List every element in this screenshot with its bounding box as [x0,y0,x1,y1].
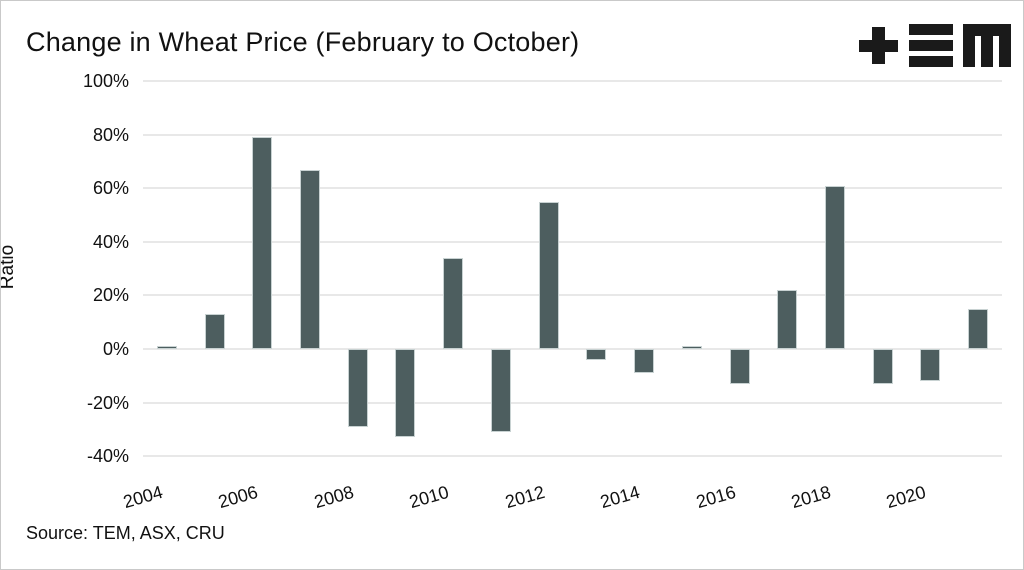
gridline-80 [143,133,1002,136]
y-tick-label-0: 0% [102,339,129,359]
logo-bar-middle [909,40,953,51]
x-tick-label-2016: 2016 [693,481,738,513]
logo-bar-top [909,24,953,35]
y-tick-label--40: -40% [86,446,129,467]
x-tick-label-2008: 2008 [311,481,356,513]
x-tick-label-2018: 2018 [788,481,833,513]
bar-2020 [920,349,941,382]
bar-2015 [681,346,702,349]
bar-2013 [586,349,607,360]
x-tick-label-2012: 2012 [502,481,547,513]
bar-2021 [968,308,989,349]
bar-2007 [300,169,321,349]
source-note: Source: TEM, ASX, CRU [26,523,225,543]
logo-plus-horizontal [859,40,898,52]
gridline-20 [143,294,1002,297]
logo-bar-bottom [909,56,953,67]
y-tick-label-60: 60% [92,178,129,199]
x-tick-label-2006: 2006 [216,481,261,513]
x-tick-label-2010: 2010 [407,481,452,513]
chart-title: Change in Wheat Price (February to Octob… [26,27,580,57]
gridline-40 [143,240,1002,243]
bar-2017 [777,290,798,349]
tem-logo-icon [859,24,1011,67]
bar-2009 [395,349,416,438]
gridline-0 [143,348,1002,350]
bar-2008 [347,349,368,427]
bar-2018 [824,185,845,349]
gridline--20 [143,401,1002,404]
y-axis-title: Ratio [0,244,18,290]
bar-2006 [252,137,273,349]
x-tick-label-2020: 2020 [884,481,929,513]
bar-2011 [490,349,511,433]
bar-2019 [872,349,893,384]
bar-2010 [443,257,464,349]
gridline-100 [143,80,1002,83]
y-tick-label-40: 40% [92,231,129,252]
y-tick-label--20: -20% [86,392,129,413]
x-tick-label-2014: 2014 [598,481,643,513]
gridline--40 [143,455,1002,458]
bar-2012 [538,201,559,349]
logo-m [963,24,1011,67]
bar-2004 [156,346,177,349]
y-tick-label-100: 100% [82,71,129,92]
bar-2005 [204,314,225,349]
gridline-60 [143,187,1002,190]
x-tick-label-2004: 2004 [120,481,165,513]
y-tick-label-80: 80% [92,124,129,145]
bar-2016 [729,349,750,384]
bar-2014 [634,349,655,374]
y-tick-label-20: 20% [92,285,129,306]
